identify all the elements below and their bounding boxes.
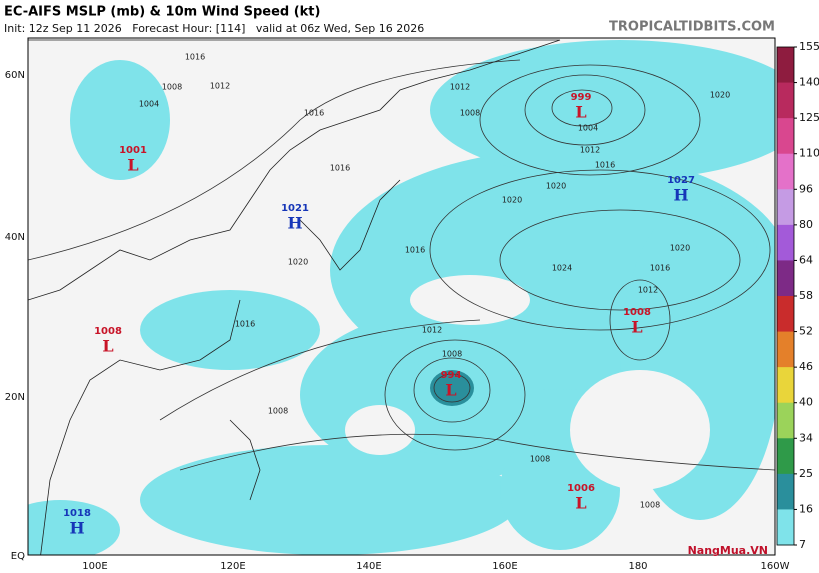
isobar-label: 1004	[139, 100, 159, 109]
isobar-label: 1016	[595, 161, 615, 170]
colorbar-label: 125	[799, 111, 819, 124]
colorbar-segment	[777, 367, 794, 404]
colorbar-segment	[777, 296, 794, 333]
colorbar-segment	[777, 189, 794, 226]
isobar-label: 1008	[442, 350, 462, 359]
lat-label: 40N	[5, 232, 25, 243]
isobar-label: 1012	[638, 286, 658, 295]
pressure-label: 1018	[63, 508, 91, 519]
pressure-label: 1027	[667, 175, 695, 186]
site-name: TROPICALTIDBITS.COM	[609, 20, 775, 35]
colorbar-segment	[777, 224, 794, 261]
colorbar-label: 96	[799, 182, 813, 195]
isobar-label: 1012	[210, 82, 230, 91]
isobar-label: 1008	[640, 501, 660, 510]
pressure-label: 1001	[119, 145, 147, 156]
pressure-symbol: L	[631, 318, 642, 337]
lon-label: 160E	[492, 561, 517, 572]
lon-label: 140E	[356, 561, 381, 572]
isobar-label: 1008	[460, 109, 480, 118]
pressure-label: 1021	[281, 203, 309, 214]
isobar-label: 1020	[502, 196, 522, 205]
pressure-label: 1006	[567, 483, 595, 494]
isobar-label: 1016	[185, 53, 205, 62]
lon-label: 160W	[761, 561, 790, 572]
colorbar-segment	[777, 47, 794, 84]
pressure-symbol: L	[102, 337, 113, 356]
pressure-symbol: H	[673, 186, 688, 205]
colorbar-segment	[777, 473, 794, 510]
colorbar-label: 155	[799, 40, 819, 53]
lon-label: 100E	[82, 561, 107, 572]
pressure-label: 999	[571, 92, 592, 103]
colorbar-segment	[777, 82, 794, 119]
isobar-label: 1004	[578, 124, 598, 133]
isobar-label: 1020	[546, 182, 566, 191]
pressure-symbol: H	[287, 214, 302, 233]
calm-areas	[345, 275, 710, 490]
watermark: NangMua.VN	[688, 544, 768, 557]
colorbar-label: 80	[799, 218, 813, 231]
isobar-label: 1016	[330, 164, 350, 173]
colorbar-label: 140	[799, 76, 819, 89]
colorbar-label: 110	[799, 147, 819, 160]
isobar-label: 1016	[235, 320, 255, 329]
colorbar-segment	[777, 331, 794, 368]
subtitle: Init: 12z Sep 11 2026 Forecast Hour: [11…	[4, 22, 424, 35]
pressure-label: 994	[441, 370, 462, 381]
isobar-label: 1008	[530, 455, 550, 464]
isobar-label: 1008	[268, 407, 288, 416]
isobar-label: 1016	[304, 109, 324, 118]
colorbar-label: 52	[799, 325, 813, 338]
isobar-label: 1016	[405, 246, 425, 255]
colorbar-label: 46	[799, 360, 813, 373]
colorbar-segment	[777, 402, 794, 439]
colorbar-segment	[777, 509, 794, 546]
pressure-symbol: H	[69, 519, 84, 538]
map-frame	[27, 37, 776, 556]
colorbar-segment	[777, 153, 794, 190]
pressure-symbol: L	[127, 156, 138, 175]
lat-label: EQ	[11, 551, 25, 562]
isobars	[28, 59, 775, 471]
colorbar-label: 40	[799, 396, 813, 409]
pressure-symbol: L	[445, 381, 456, 400]
strong-wind-shading	[430, 370, 474, 406]
isobar-label: 1020	[288, 258, 308, 267]
pressure-label: 1008	[623, 307, 651, 318]
isobar-label: 1012	[580, 146, 600, 155]
isobar-label: 1012	[422, 326, 442, 335]
isobar-label: 1024	[552, 264, 572, 273]
coastline	[40, 179, 401, 555]
colorbar-label: 64	[799, 253, 813, 266]
colorbar-segment	[777, 118, 794, 155]
coastline	[28, 39, 561, 301]
pressure-label: 1008	[94, 326, 122, 337]
lon-label: 120E	[220, 561, 245, 572]
colorbar-label: 25	[799, 467, 813, 480]
colorbar-label: 7	[799, 538, 806, 551]
isobar-label: 1016	[650, 264, 670, 273]
lat-label: 60N	[5, 70, 25, 81]
map: 1016101210081004100810161016102010041012…	[27, 37, 776, 556]
colorbar-label: 34	[799, 431, 813, 444]
isobar-label: 1020	[710, 91, 730, 100]
colorbar-label: 58	[799, 289, 813, 302]
lon-label: 180	[628, 561, 647, 572]
pressure-symbol: L	[575, 494, 586, 513]
lat-label: 20N	[5, 392, 25, 403]
isobar-label: 1020	[670, 244, 690, 253]
title: EC-AIFS MSLP (mb) & 10m Wind Speed (kt)	[4, 5, 320, 20]
pressure-symbol: L	[575, 103, 586, 122]
colorbar-segment	[777, 260, 794, 297]
isobar-label: 1012	[450, 83, 470, 92]
colorbar-segment	[777, 438, 794, 475]
colorbar-label: 16	[799, 502, 813, 515]
isobar-label: 1008	[162, 83, 182, 92]
